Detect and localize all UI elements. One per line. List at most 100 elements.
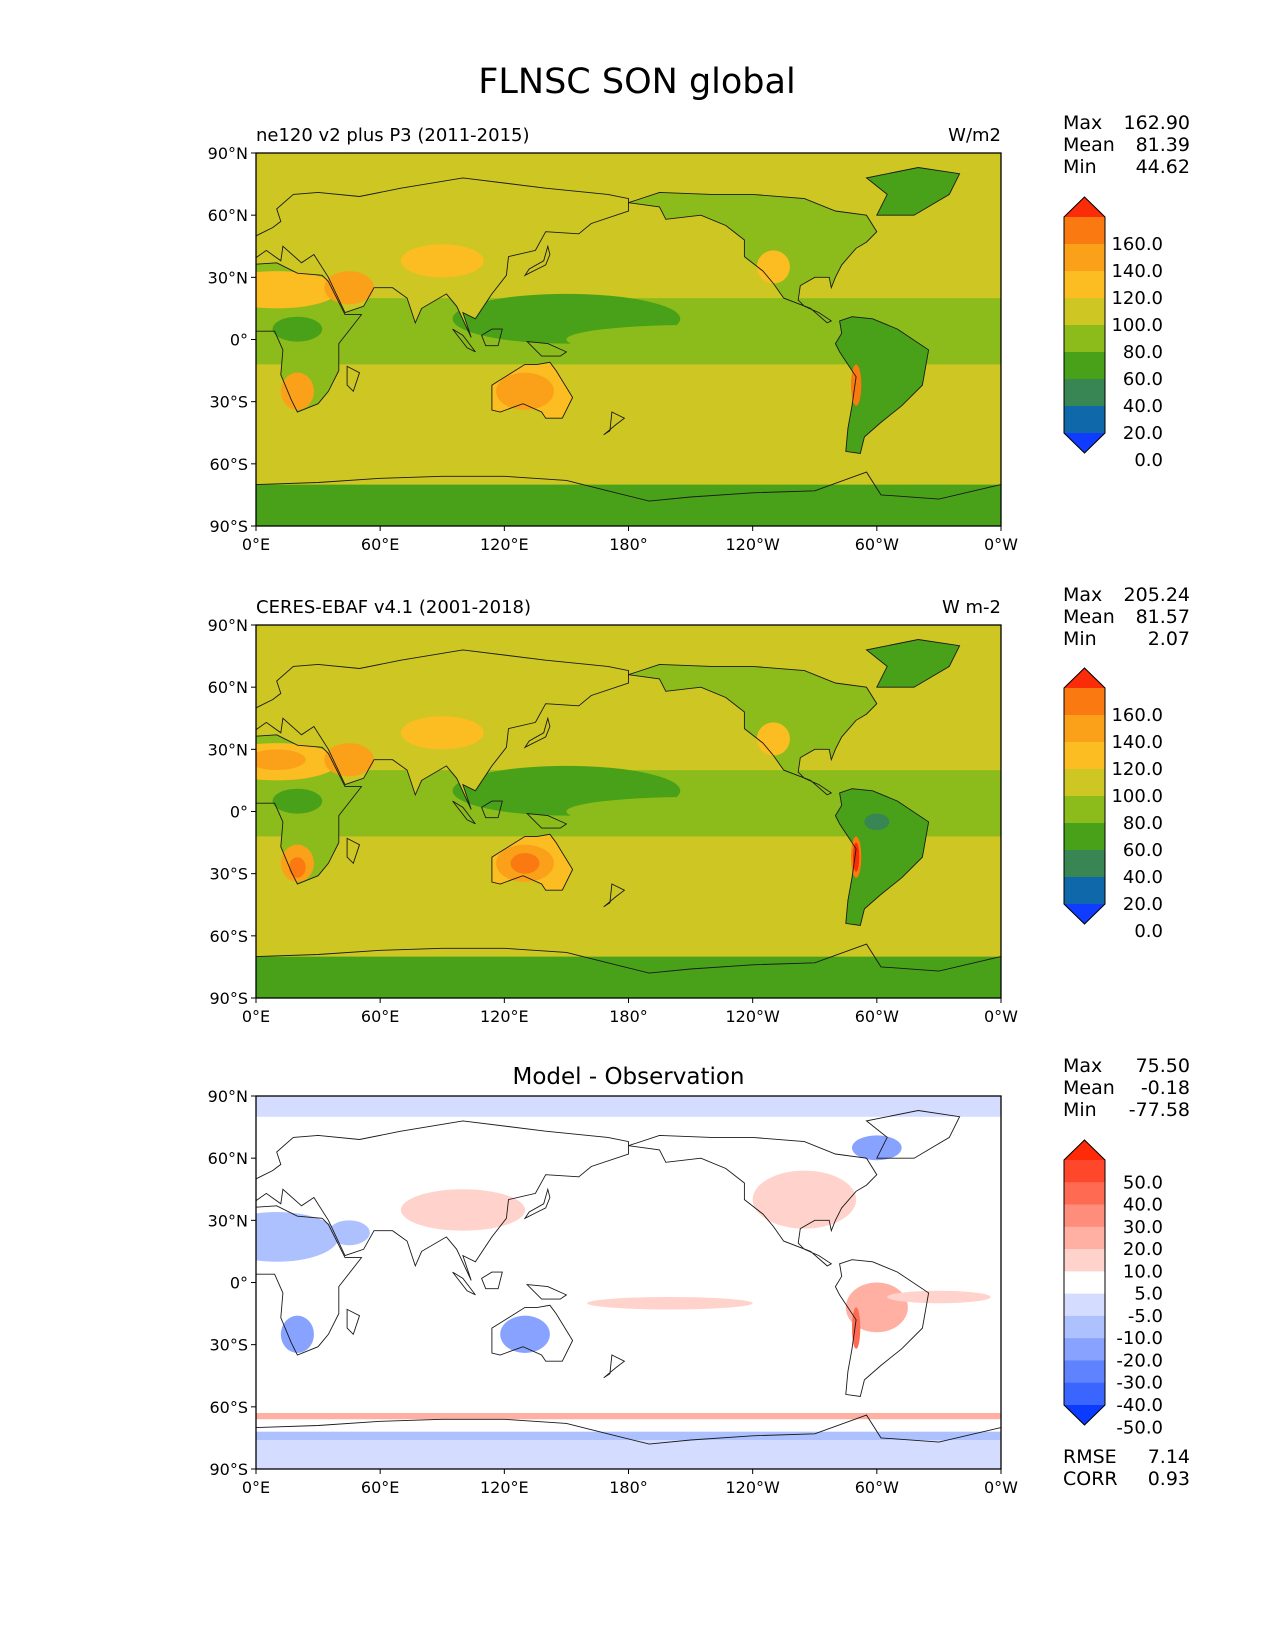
- coastline-newguinea: [525, 813, 568, 829]
- coastline-antarctica: [256, 1414, 1001, 1445]
- namerica-field: [628, 192, 877, 323]
- sw-usa-region: [756, 722, 790, 756]
- coastline-japan: [523, 716, 551, 749]
- stat-value-mean: -0.18: [1141, 1077, 1190, 1099]
- colorbar-label: -40.0: [1116, 1395, 1163, 1416]
- coastline-samerica: [834, 1259, 930, 1398]
- colorbar-label: 50.0: [1123, 1172, 1163, 1193]
- stat-value-max: 75.50: [1136, 1055, 1190, 1077]
- colorbar-label: 60.0: [1123, 369, 1163, 390]
- antarctic-band: [256, 484, 1001, 526]
- stat-value-min: 2.07: [1148, 628, 1190, 650]
- y-tick-label: 60°S: [209, 455, 248, 474]
- colorbar-label: 160.0: [1111, 705, 1163, 726]
- colorbar-outline: [1063, 1139, 1106, 1426]
- colorbar-segment: [1064, 1160, 1105, 1183]
- colorbar-segment: [1064, 271, 1105, 299]
- greenland-field: [866, 167, 960, 216]
- colorbar-segment: [1064, 325, 1105, 353]
- rmse-label: RMSE: [1063, 1446, 1117, 1468]
- coastline-samerica: [834, 316, 930, 455]
- tibet-region: [400, 244, 484, 278]
- panel-title: CERES-EBAF v4.1 (2001-2018): [256, 597, 531, 618]
- x-tick-label: 180°: [609, 1007, 648, 1026]
- namerica-field: [628, 664, 877, 795]
- x-tick-label: 0°E: [242, 1478, 270, 1497]
- coastline-eurasia: [256, 649, 629, 810]
- colorbar-label: 40.0: [1123, 396, 1163, 417]
- stat-label-min: Min: [1063, 156, 1097, 178]
- colorbar-label: 80.0: [1123, 813, 1163, 834]
- x-tick-label: 60°W: [855, 535, 899, 554]
- y-tick-label: 0°: [230, 803, 248, 822]
- colorbar-segment: [1064, 1315, 1105, 1339]
- colorbar-label: 20.0: [1123, 423, 1163, 444]
- coastline-sumatra: [452, 800, 476, 825]
- stat-value-min: 44.62: [1136, 156, 1190, 178]
- coastline-australia: [491, 361, 574, 419]
- colorbar-extend-top: [1064, 668, 1105, 688]
- colorbar-label: -5.0: [1128, 1306, 1163, 1327]
- coastline-samerica: [834, 788, 930, 927]
- congo-region: [272, 788, 323, 814]
- colorbar-segment: [1064, 406, 1105, 434]
- x-tick-label: 120°E: [480, 535, 529, 554]
- colorbar-segment: [1064, 298, 1105, 326]
- map-field: [256, 153, 1001, 526]
- colorbar-label: 140.0: [1111, 261, 1163, 282]
- coastline-australia: [491, 833, 574, 891]
- colorbar-segment: [1064, 1226, 1105, 1250]
- stat-label-min: Min: [1063, 1099, 1097, 1121]
- coastline-eurasia: [256, 177, 629, 338]
- coastline-japan: [523, 1187, 551, 1220]
- colorbar-label: 80.0: [1123, 342, 1163, 363]
- x-tick-label: 180°: [609, 1478, 648, 1497]
- coastline-nz: [603, 411, 626, 436]
- coastline-nz: [603, 1354, 626, 1379]
- andes-diff-region: [852, 1307, 861, 1349]
- panel-1: ne120 v2 plus P3 (2011-2015) W/m2 0°E 60°E 1…: [208, 112, 1190, 554]
- pacific-diff-band: [587, 1297, 753, 1310]
- coastline-africa: [256, 734, 363, 885]
- map-field: [256, 625, 1001, 998]
- x-tick-label: 60°E: [361, 1478, 399, 1497]
- colorbar-segment: [1064, 688, 1105, 716]
- panel-units: W/m2: [948, 125, 1001, 146]
- colorbar-label: 120.0: [1111, 759, 1163, 780]
- colorbar-segment: [1064, 1360, 1105, 1384]
- y-tick-label: 90°S: [209, 989, 248, 1008]
- namerica-diff-region: [752, 1170, 857, 1229]
- coastline-namerica: [628, 663, 878, 796]
- kalahari-region: [280, 372, 314, 410]
- coastline-newguinea: [525, 341, 568, 357]
- map-field: [256, 1096, 1001, 1469]
- coastline-borneo: [481, 800, 503, 819]
- stat-label-mean: Mean: [1063, 1077, 1115, 1099]
- colorbar-label: -30.0: [1116, 1373, 1163, 1394]
- antarctic-band: [256, 1431, 1001, 1469]
- coastline-antarctica: [256, 471, 1001, 502]
- x-tick-label: 120°W: [725, 1007, 780, 1026]
- panel-title: Model - Observation: [512, 1064, 744, 1090]
- colorbar-segment: [1064, 715, 1105, 743]
- x-tick-label: 120°W: [725, 1478, 780, 1497]
- y-tick-label: 60°S: [209, 927, 248, 946]
- y-tick-label: 30°N: [208, 268, 248, 287]
- colorbar-extend-top: [1064, 197, 1105, 217]
- colorbar-label: 40.0: [1123, 1195, 1163, 1216]
- panel-title: ne120 v2 plus P3 (2011-2015): [256, 125, 530, 146]
- colorbar-segment: [1064, 244, 1105, 272]
- coastline-borneo: [481, 328, 503, 347]
- colorbar-label: 10.0: [1123, 1261, 1163, 1282]
- colorbar-label: 60.0: [1123, 840, 1163, 861]
- colorbar-label: 5.0: [1134, 1284, 1163, 1305]
- sahara-region: [256, 271, 339, 309]
- stat-value-max: 205.24: [1124, 584, 1190, 606]
- sahara-core-region: [256, 749, 306, 771]
- x-tick-label: 60°W: [855, 1478, 899, 1497]
- colorbar-segment: [1064, 1204, 1105, 1228]
- antarctic-band: [256, 956, 1001, 998]
- colorbar: 160.0 140.0 120.0 100.0 80.0 60.0 40.0 20.0 0.0: [1063, 196, 1163, 471]
- stat-value-mean: 81.57: [1136, 606, 1190, 628]
